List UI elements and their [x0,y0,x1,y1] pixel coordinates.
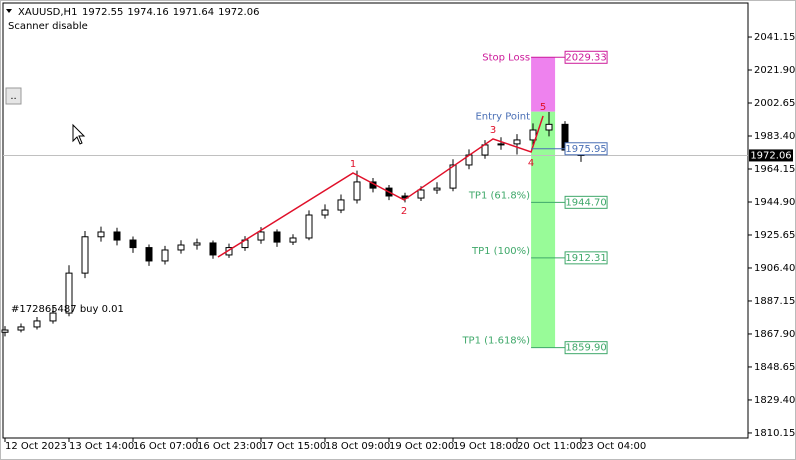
level-box [564,251,608,265]
level-name: TP1 (61.8%) [468,190,530,201]
level-box [564,195,608,209]
symbol: XAUUSD,H1 [18,7,77,18]
level-box [564,50,608,64]
y-tick-label: 2041.15 [754,32,795,43]
x-tick-label: 19 Oct 02:00 [389,441,454,452]
candle-body [33,320,41,328]
zigzag [217,115,544,258]
y-tick-label: 1906.40 [754,263,795,274]
candle-body [49,312,57,322]
candle-body [177,244,185,251]
level-price: 1944.70 [565,197,606,208]
x-tick-label: 18 Oct 09:00 [325,441,390,452]
candle-body [417,189,425,199]
level-price: 1912.31 [565,253,606,264]
zigzag-label: 1 [350,159,356,170]
candle-body [337,199,345,211]
profit-zone [531,111,556,348]
candle-body [353,181,361,201]
x-tick-label: 17 Oct 15:00 [261,441,326,452]
status: Scanner disable [8,21,88,32]
level-box [564,142,608,156]
candle-body [1,329,9,333]
level-price: 2029.33 [565,52,606,63]
y-tick-label: 1925.65 [754,230,795,241]
zigzag-label: 4 [528,158,534,169]
candle-body [497,143,505,146]
y-tick-label: 1944.90 [754,197,795,208]
y-tick-label: 1983.40 [754,131,795,142]
level-name: Entry Point [475,112,530,123]
plot-border [2,2,749,439]
x-tick-label: 12 Oct 2023 [5,441,67,452]
candle-body [321,209,329,216]
candle-body [449,164,457,189]
x-tick-label: 16 Oct 07:00 [133,441,198,452]
candle-body [257,231,265,241]
cursor [72,123,86,145]
candle-body [113,231,121,241]
last-price-box [749,149,793,162]
level-name: TP1 (100%) [471,246,530,257]
y-tick-label: 1848.65 [754,362,795,373]
ohlc-value: 1974.16 [127,7,168,18]
y-tick-label: 1810.15 [754,428,795,439]
x-tick-label: 16 Oct 23:00 [197,441,262,452]
y-tick-label: 1867.90 [754,329,795,340]
candle-body [17,326,25,331]
zigzag-label: 5 [540,102,546,113]
button-label[interactable]: .. [10,91,16,102]
candle-body [193,242,201,246]
x-tick-label: 23 Oct 04:00 [581,441,646,452]
plot: 2041.15 2021.90 2002.65 1983.40 1964.15 1944.… [1,32,795,452]
level-price: 1975.95 [565,144,606,155]
menu-arrow[interactable] [6,9,12,13]
zigzag-label: 3 [490,125,496,136]
candle-body [305,214,313,239]
candle-body [129,239,137,249]
candle-body [433,187,441,191]
candle-body [97,231,105,238]
ohlc-value: 1971.64 [173,7,214,18]
stop-zone [531,57,556,112]
level-name: TP1 (1.618%) [461,336,530,347]
last-price-label: 1972.06 [750,150,791,161]
level-box [564,341,608,355]
candle-body [65,272,73,314]
ohlc-value: 1972.06 [218,7,259,18]
candle-body [545,123,553,131]
ohlc-value: 1972.55 [82,7,123,18]
button[interactable] [5,87,22,105]
level-name: Stop Loss [482,52,530,63]
level-price: 1859.90 [565,343,606,354]
y-tick-label: 1964.15 [754,164,795,175]
candle-body [289,237,297,243]
y-tick-label: 2002.65 [754,98,795,109]
candle-body [513,139,521,145]
x-tick-label: 20 Oct 11:00 [517,441,582,452]
candle-body [161,249,169,262]
y-tick-label: 1829.40 [754,395,795,406]
order-label: #172865487 buy 0.01 [11,304,124,315]
y-tick-label: 1887.15 [754,296,795,307]
y-tick-label: 2021.90 [754,65,795,76]
candle-body [145,247,153,262]
zigzag-label: 2 [401,206,407,217]
candle-body [273,231,281,243]
candle-body [209,242,217,256]
x-tick-label: 19 Oct 18:00 [453,441,518,452]
header-ohlc: 1972.55 1974.16 1971.64 1972.06 [82,7,259,18]
candle-body [81,236,89,274]
x-tick-label: 13 Oct 14:00 [69,441,134,452]
